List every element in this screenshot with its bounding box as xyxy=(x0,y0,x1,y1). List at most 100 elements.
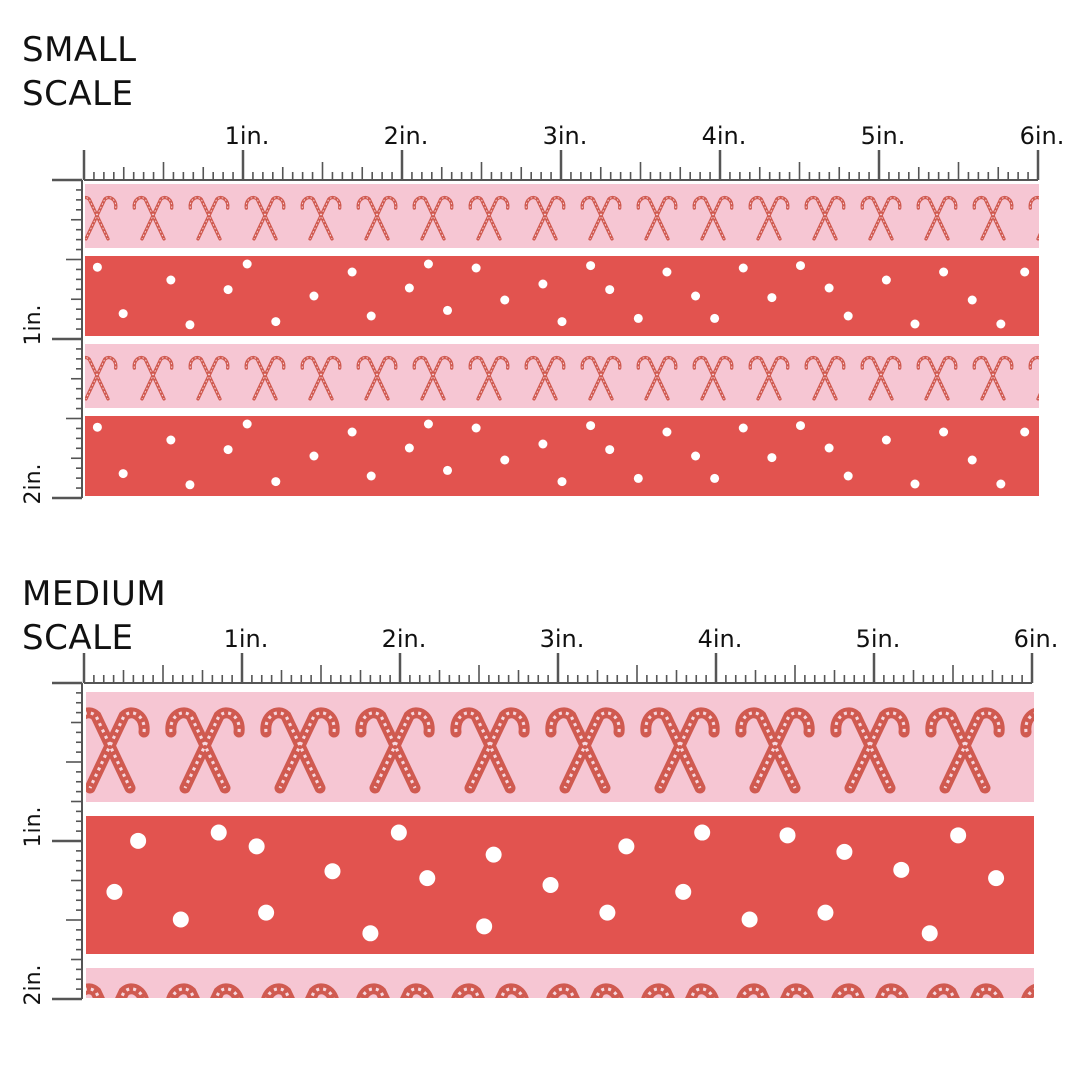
candy-cane-pair-icon xyxy=(860,195,902,241)
polka-dot xyxy=(404,443,414,453)
fabric-swatch xyxy=(85,184,1039,496)
polka-dot xyxy=(691,451,701,461)
candy-cane-pair-icon xyxy=(640,707,720,794)
polka-dot xyxy=(618,838,635,855)
v-ruler-label: 2in. xyxy=(21,964,46,1005)
polka-dot-stripe xyxy=(85,256,1039,336)
polka-dot xyxy=(633,313,643,323)
polka-dot xyxy=(1020,427,1030,437)
polka-dot xyxy=(691,291,701,301)
polka-dot xyxy=(166,435,176,445)
polka-dot xyxy=(741,911,758,928)
polka-dot xyxy=(172,911,189,928)
polka-dot xyxy=(223,445,233,455)
polka-dot xyxy=(738,423,748,433)
polka-dot xyxy=(893,861,910,878)
polka-dot xyxy=(92,262,102,272)
candy-cane-stripe xyxy=(86,692,1034,802)
small-scale-section: SMALL SCALE 1in. 2in. 3in. 4in. 5in. 6in. 1in.… xyxy=(21,28,1064,505)
candy-cane-pair-icon xyxy=(188,355,230,401)
horizontal-ruler: 1in. 2in. 3in. 4in. 5in. 6in. xyxy=(82,122,1064,181)
h-ruler-label: 3in. xyxy=(543,122,588,150)
candy-cane-pair-icon xyxy=(468,355,510,401)
polka-dot xyxy=(443,305,453,315)
candy-cane-pair-icon xyxy=(926,983,1004,998)
polka-dot xyxy=(996,319,1006,329)
fabric-swatch xyxy=(86,692,1034,998)
candy-cane-pair-icon xyxy=(244,195,286,241)
medium-scale-title-line2: SCALE xyxy=(22,618,134,658)
candy-cane-pair-icon xyxy=(925,707,1005,794)
candy-cane-pair-icon xyxy=(132,355,174,401)
polka-dot xyxy=(258,904,275,921)
candy-cane-pair-icon xyxy=(450,707,530,794)
medium-scale-title: MEDIUM SCALE xyxy=(22,572,166,660)
candy-cane-pair-icon xyxy=(546,983,624,998)
polka-dot xyxy=(910,479,920,489)
candy-cane-pair-icon xyxy=(748,195,790,241)
candy-cane-pair-icon xyxy=(165,707,245,794)
polka-dot xyxy=(271,477,281,487)
h-ruler-label: 4in. xyxy=(702,122,747,150)
polka-dot xyxy=(118,309,128,319)
polka-dot xyxy=(662,267,672,277)
polka-dot xyxy=(366,471,376,481)
polka-dot xyxy=(309,291,319,301)
polka-dot xyxy=(248,838,265,855)
candy-cane-pair-icon xyxy=(300,355,342,401)
polka-dot xyxy=(185,480,195,490)
candy-cane-pair-icon xyxy=(748,355,790,401)
candy-cane-pair-icon xyxy=(524,355,566,401)
polka-dot xyxy=(242,419,252,429)
h-ruler-label: 2in. xyxy=(382,625,427,653)
candy-cane-pair-icon xyxy=(132,195,174,241)
polka-dot xyxy=(694,824,711,841)
candy-cane-pair-icon xyxy=(545,707,625,794)
candy-cane-pair-icon xyxy=(260,707,340,794)
polka-dot xyxy=(767,453,777,463)
candy-cane-pair-icon xyxy=(85,355,118,401)
candy-cane-pair-icon xyxy=(1021,984,1034,998)
polka-dot xyxy=(557,317,567,327)
v-ruler-label: 2in. xyxy=(21,463,46,504)
polka-dot xyxy=(824,443,834,453)
polka-dot xyxy=(366,311,376,321)
candy-cane-pair-icon xyxy=(468,195,510,241)
polka-dot xyxy=(538,439,548,449)
polka-dot xyxy=(419,870,436,887)
polka-dot xyxy=(605,285,615,295)
polka-dot-stripe xyxy=(86,816,1034,954)
candy-cane-pair-icon xyxy=(412,355,454,401)
polka-dot xyxy=(843,471,853,481)
polka-dot xyxy=(324,863,341,880)
polka-dot xyxy=(471,423,481,433)
polka-dot xyxy=(106,883,123,900)
polka-dot xyxy=(500,295,510,305)
h-ruler-label: 2in. xyxy=(384,122,429,150)
polka-dot xyxy=(710,473,720,483)
polka-dot xyxy=(347,427,357,437)
h-ruler-label: 5in. xyxy=(861,122,906,150)
candy-cane-pair-icon xyxy=(830,707,910,794)
polka-dot-stripe xyxy=(85,416,1039,496)
polka-dot xyxy=(779,827,796,844)
candy-cane-pair-icon xyxy=(972,195,1014,241)
polka-dot xyxy=(557,477,567,487)
candy-cane-pair-icon xyxy=(85,195,118,241)
polka-dot xyxy=(538,279,548,289)
medium-scale-title-line1: MEDIUM xyxy=(22,574,167,614)
polka-dot xyxy=(443,465,453,475)
small-scale-title: SMALL SCALE xyxy=(22,28,137,116)
polka-dot xyxy=(836,843,853,860)
candy-cane-pair-icon xyxy=(261,983,339,998)
polka-dot xyxy=(362,925,379,942)
small-scale-title-line2: SCALE xyxy=(22,74,134,114)
candy-cane-pair-icon xyxy=(166,983,244,998)
h-ruler-label: 6in. xyxy=(1014,625,1059,653)
candy-cane-pair-icon xyxy=(735,707,815,794)
vertical-ruler: 1in. 2in. xyxy=(21,681,83,1006)
v-ruler-label: 1in. xyxy=(21,806,46,847)
polka-dot xyxy=(633,473,643,483)
candy-cane-pair-icon xyxy=(804,195,846,241)
polka-dot xyxy=(796,421,805,431)
